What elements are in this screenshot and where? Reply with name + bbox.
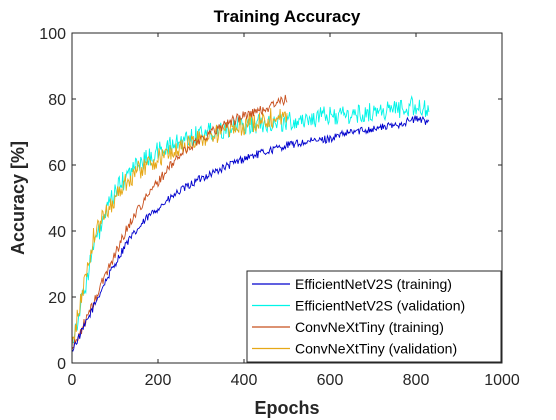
x-tick-label: 400 [231, 372, 258, 389]
legend-label: ConvNeXtTiny (training) [295, 319, 444, 335]
x-tick-label: 200 [145, 372, 172, 389]
x-tick-label: 1000 [484, 372, 520, 389]
series-line-1 [71, 94, 430, 344]
legend-label: ConvNeXtTiny (validation) [295, 341, 457, 357]
x-tick-label: 0 [68, 372, 77, 389]
series-line-0 [71, 115, 430, 352]
y-tick-label: 20 [48, 290, 66, 307]
axis-ticks: 0 200 400 600 800 1000 0 20 40 60 80 100 [39, 26, 520, 389]
y-tick-label: 80 [48, 92, 66, 109]
legend: EfficientNetV2S (training) EfficientNetV2… [246, 270, 502, 363]
x-tick-label: 800 [403, 372, 430, 389]
axes-box [71, 32, 503, 364]
y-tick-label: 40 [48, 224, 66, 241]
x-tick-label: 600 [317, 372, 344, 389]
y-axis-title: Accuracy [%] [8, 141, 28, 255]
legend-box [246, 270, 502, 363]
series-line-2 [71, 94, 288, 350]
plot-area [71, 94, 430, 352]
x-axis-title: Epochs [254, 398, 319, 418]
y-tick-label: 100 [39, 26, 66, 43]
legend-label: EfficientNetV2S (training) [295, 276, 452, 292]
chart-title: Training Accuracy [214, 7, 361, 26]
y-tick-label: 60 [48, 158, 66, 175]
y-tick-label: 0 [57, 356, 66, 373]
legend-label: EfficientNetV2S (validation) [295, 298, 465, 314]
